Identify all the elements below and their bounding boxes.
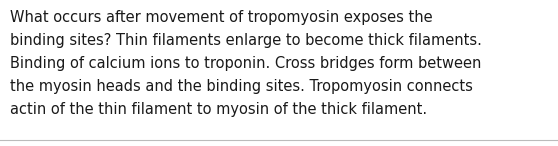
Text: binding sites? Thin filaments enlarge to become thick filaments.: binding sites? Thin filaments enlarge to…: [10, 33, 482, 48]
Text: the myosin heads and the binding sites. Tropomyosin connects: the myosin heads and the binding sites. …: [10, 79, 473, 94]
Text: Binding of calcium ions to troponin. Cross bridges form between: Binding of calcium ions to troponin. Cro…: [10, 56, 482, 71]
Text: What occurs after movement of tropomyosin exposes the: What occurs after movement of tropomyosi…: [10, 10, 432, 25]
Text: actin of the thin filament to myosin of the thick filament.: actin of the thin filament to myosin of …: [10, 102, 427, 118]
